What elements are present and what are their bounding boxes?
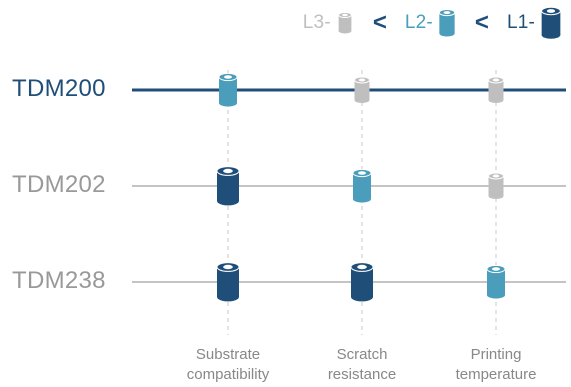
- roll-shape: [541, 6, 561, 39]
- ribbon-roll-icon: [488, 76, 504, 103]
- legend-item-l2: L2-: [405, 8, 457, 38]
- legend-label-l3: L3-: [302, 12, 331, 33]
- legend-separator: <: [474, 9, 489, 36]
- legend-separator: <: [372, 9, 387, 36]
- ribbon-roll-icon: [350, 262, 374, 302]
- legend-roll-icon-l3: [337, 11, 352, 34]
- ribbon-roll-icon: [216, 262, 240, 302]
- legend-roll-icon-l1: [541, 6, 561, 39]
- roll-shape: [337, 11, 352, 34]
- ribbon-roll-icon: [216, 166, 240, 206]
- roll-shape: [438, 9, 456, 37]
- row-label-tdm238: TDM238: [12, 267, 106, 294]
- column-label: Scratch resistance: [327, 346, 397, 383]
- row-label-tdm202: TDM202: [12, 171, 106, 198]
- column-label: Printing temperature: [455, 346, 537, 383]
- column-label: Substrate compatibility: [186, 346, 270, 383]
- ribbon-roll-icon: [352, 168, 372, 203]
- ribbon-roll-icon: [354, 76, 370, 103]
- legend-label-l1: L1-: [506, 12, 535, 33]
- legend-roll-icon-l2: [438, 9, 456, 37]
- row-label-tdm200: TDM200: [12, 75, 106, 102]
- legend-item-l3: L3-: [303, 10, 355, 36]
- ribbon-roll-icon: [486, 264, 506, 299]
- legend-item-l1: L1-: [507, 6, 563, 40]
- ribbon-roll-icon: [218, 72, 238, 107]
- legend-label-l2: L2-: [404, 12, 433, 33]
- legend: L3- < L2- < L1-: [303, 6, 563, 40]
- ribbon-roll-icon: [488, 172, 504, 199]
